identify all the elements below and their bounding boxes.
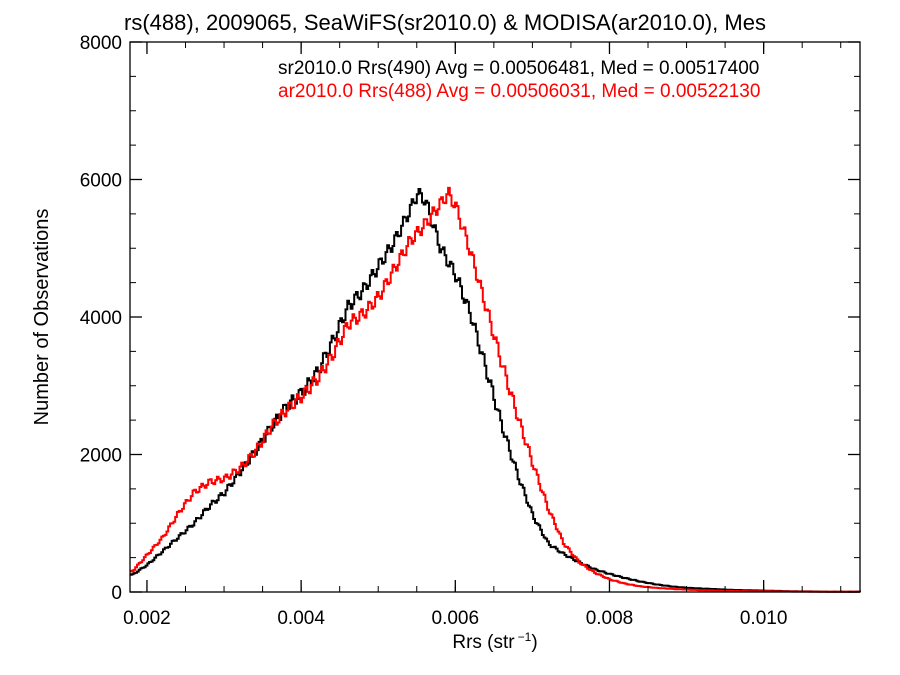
y-tick-label: 4000	[80, 308, 122, 329]
y-tick-label: 8000	[80, 33, 122, 54]
tick-label-layer: 0.002 0.004 0.006 0.008 0.010 0 2000 4000 6000 80…	[80, 33, 788, 629]
legend-entry-ar2010: ar2010.0 Rrs(488) Avg = 0.00506031, Med …	[278, 81, 760, 102]
y-tick-label: 6000	[80, 171, 122, 192]
tick-layer	[130, 41, 860, 593]
x-axis-label-exponent: −1	[518, 630, 532, 644]
y-tick-label: 2000	[80, 446, 122, 467]
x-tick-label: 0.002	[123, 608, 171, 629]
x-tick-label: 0.010	[740, 608, 788, 629]
y-tick-label: 0	[111, 583, 122, 604]
x-axis-label-close: )	[531, 632, 537, 653]
x-tick-label: 0.008	[586, 608, 634, 629]
series-line-ar2010	[130, 186, 860, 593]
y-axis-label: Number of Observations	[31, 209, 53, 426]
chart-title: rs(488), 2009065, SeaWiFS(sr2010.0) & MO…	[124, 10, 766, 35]
x-axis-label: Rrs (str −1)	[452, 630, 537, 653]
legend-entry-sr2010: sr2010.0 Rrs(490) Avg = 0.00506481, Med …	[278, 58, 759, 79]
series-line-sr2010	[130, 188, 861, 593]
x-tick-label: 0.004	[277, 608, 325, 629]
series-layer	[130, 186, 861, 593]
x-tick-label: 0.006	[432, 608, 480, 629]
